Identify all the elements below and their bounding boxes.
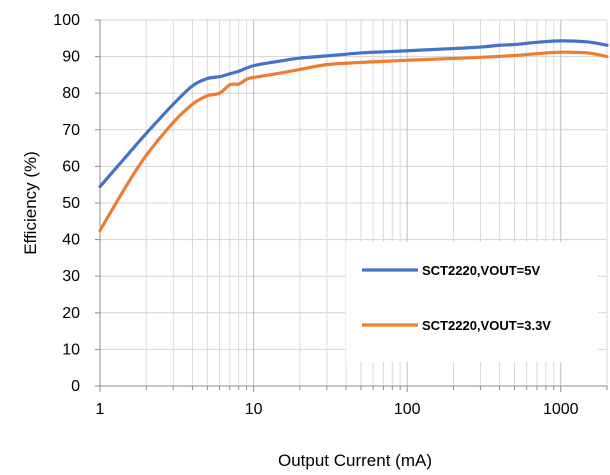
- y-tick-label: 0: [71, 378, 80, 395]
- x-tick-label: 1: [96, 401, 105, 418]
- y-tick-label: 60: [62, 158, 80, 175]
- x-tick-label: 1000: [543, 401, 579, 418]
- legend-label-1: SCT2220,VOUT=5V: [422, 263, 540, 278]
- legend-label-2: SCT2220,VOUT=3.3V: [422, 318, 551, 333]
- y-tick-label: 80: [62, 85, 80, 102]
- chart-legend: SCT2220,VOUT=5V SCT2220,VOUT=3.3V: [346, 242, 598, 362]
- series-line-1: [98, 39, 609, 189]
- y-tick-label: 90: [62, 49, 80, 66]
- y-tick-label: 40: [62, 232, 80, 249]
- x-tick-label: 100: [394, 401, 421, 418]
- y-tick-label: 100: [53, 12, 80, 29]
- y-tick-label: 70: [62, 122, 80, 139]
- x-tick-label: 10: [245, 401, 263, 418]
- y-tick-label: 50: [62, 195, 80, 212]
- legend-box: [346, 242, 598, 362]
- y-tick-label: 30: [62, 268, 80, 285]
- x-axis-title: Output Current (mA): [278, 451, 432, 470]
- y-tick-label: 10: [62, 341, 80, 358]
- chart-axes: [95, 19, 608, 392]
- y-axis-title: Efficiency (%): [21, 151, 40, 255]
- chart-series: [98, 39, 609, 233]
- series-line-2: [98, 50, 609, 233]
- y-tick-label: 20: [62, 305, 80, 322]
